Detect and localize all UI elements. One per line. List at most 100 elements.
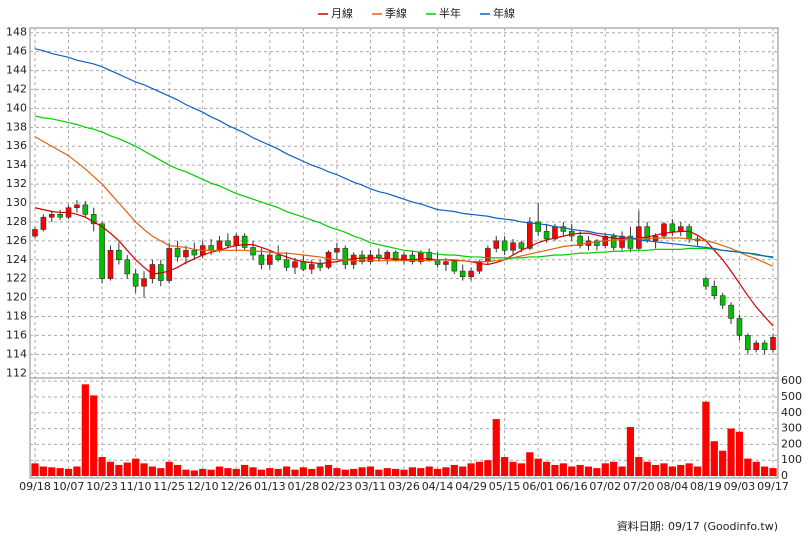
y-tick-label: 142 bbox=[6, 82, 27, 95]
candle-body bbox=[451, 261, 458, 272]
x-tick-label: 03/11 bbox=[355, 480, 387, 493]
candle-body bbox=[518, 242, 525, 249]
volume-bar bbox=[39, 466, 47, 476]
x-tick-label: 11/25 bbox=[153, 480, 185, 493]
y-tick-label: 140 bbox=[6, 101, 27, 114]
volume-bar bbox=[400, 469, 408, 476]
candle-body bbox=[736, 318, 743, 336]
candle-body bbox=[149, 264, 156, 279]
volume-bar bbox=[123, 462, 131, 476]
volume-bar bbox=[433, 468, 442, 476]
legend-label: 半年 bbox=[439, 6, 461, 20]
x-tick-label: 01/28 bbox=[288, 480, 320, 493]
volume-bar bbox=[341, 469, 349, 476]
y-tick-label: 134 bbox=[6, 158, 27, 171]
y-tick-label: 144 bbox=[6, 64, 27, 77]
legend-label: 年線 bbox=[493, 6, 515, 20]
volume-bar bbox=[324, 464, 333, 476]
candle-body bbox=[74, 204, 80, 209]
y-tick-label: 128 bbox=[6, 215, 27, 228]
candle-body bbox=[166, 248, 172, 281]
candle-body bbox=[241, 235, 248, 248]
candle-body bbox=[426, 251, 432, 261]
volume-bar bbox=[492, 419, 500, 476]
candle-body bbox=[275, 254, 282, 261]
volume-bar bbox=[702, 401, 710, 476]
y-tick-label: 0 bbox=[781, 469, 788, 482]
candle-body bbox=[48, 214, 55, 218]
candle-body bbox=[459, 270, 466, 278]
volume-bar bbox=[48, 467, 56, 476]
candle-body bbox=[300, 261, 307, 270]
volume-bar bbox=[90, 395, 98, 476]
candle-body bbox=[267, 254, 273, 265]
volume-bar bbox=[106, 461, 115, 476]
legend-label: 季線 bbox=[385, 6, 407, 20]
candle-body bbox=[619, 235, 625, 248]
volume-bar bbox=[484, 460, 492, 476]
footer: 資料日期: 09/17 (Goodinfo.tw) bbox=[617, 519, 778, 533]
volume-bar bbox=[735, 431, 744, 476]
candle-body bbox=[577, 235, 583, 246]
candle-body bbox=[384, 251, 391, 259]
volume-bar bbox=[610, 461, 618, 476]
volume-bar bbox=[274, 468, 282, 476]
volume-bar bbox=[56, 468, 64, 476]
volume-bar bbox=[467, 463, 475, 476]
volume-bar bbox=[593, 468, 601, 476]
legend-label: 月線 bbox=[331, 6, 353, 20]
candle-body bbox=[560, 226, 567, 232]
volume-bar bbox=[98, 457, 106, 476]
candle-body bbox=[669, 223, 676, 232]
candle-body bbox=[283, 259, 290, 268]
y-tick-label: 600 bbox=[781, 374, 802, 387]
candle-body bbox=[124, 259, 131, 275]
x-tick-label: 04/14 bbox=[422, 480, 454, 493]
volume-bar bbox=[442, 467, 450, 476]
candle-body bbox=[208, 245, 214, 251]
candle-body bbox=[409, 254, 416, 262]
candle-body bbox=[141, 278, 147, 287]
volume-bar bbox=[140, 463, 148, 476]
volume-bar bbox=[761, 466, 769, 476]
candle-body bbox=[761, 342, 768, 350]
y-tick-label: 300 bbox=[781, 422, 802, 435]
candle-body bbox=[292, 261, 298, 268]
volume-bar bbox=[148, 466, 157, 476]
volume-bar bbox=[157, 468, 165, 476]
candle-body bbox=[711, 285, 718, 297]
y-tick-label: 120 bbox=[6, 291, 27, 304]
volume-bar bbox=[601, 463, 609, 476]
x-tick-label: 09/03 bbox=[724, 480, 756, 493]
volume-bar bbox=[501, 457, 509, 476]
moving-average-line bbox=[34, 136, 774, 267]
volume-bar bbox=[542, 461, 551, 476]
y-tick-label: 130 bbox=[6, 196, 27, 209]
volume-bar bbox=[31, 463, 39, 476]
volume-bar bbox=[207, 469, 215, 476]
volume-bar bbox=[551, 464, 559, 476]
volume-bar bbox=[182, 469, 190, 476]
candle-body bbox=[770, 337, 776, 350]
volume-bar bbox=[534, 458, 542, 476]
candle-body bbox=[258, 254, 265, 265]
volume-bar bbox=[165, 461, 173, 476]
candle-body bbox=[342, 248, 349, 265]
moving-average-line bbox=[34, 115, 774, 259]
x-tick-label: 02/23 bbox=[321, 480, 353, 493]
x-tick-label: 08/04 bbox=[657, 480, 689, 493]
volume-bar bbox=[383, 468, 391, 476]
candle-body bbox=[216, 240, 223, 251]
x-tick-label: 12/10 bbox=[187, 480, 219, 493]
candle-body bbox=[40, 216, 47, 230]
y-tick-label: 136 bbox=[6, 139, 27, 152]
volume-bar bbox=[215, 466, 224, 476]
volume-bar bbox=[744, 458, 752, 476]
y-tick-label: 116 bbox=[6, 328, 27, 341]
volume-bar bbox=[299, 467, 307, 476]
candle-body bbox=[719, 295, 726, 306]
candle-body bbox=[594, 240, 600, 246]
y-tick-label: 124 bbox=[6, 253, 27, 266]
volume-bar bbox=[358, 467, 366, 476]
